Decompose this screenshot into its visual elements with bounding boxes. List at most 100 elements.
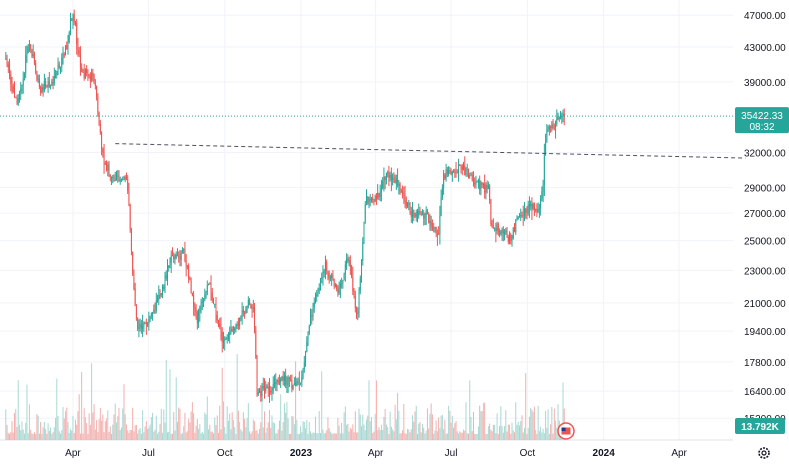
trend-line[interactable] — [115, 143, 746, 159]
volume-bar — [162, 432, 164, 440]
volume-bar — [491, 431, 493, 440]
candle-body — [532, 203, 534, 209]
candle-body — [138, 326, 140, 329]
volume-bar — [494, 424, 496, 440]
candle-body — [361, 260, 363, 279]
time-axis[interactable]: Apr Jul Oct 2023 Apr Jul Oct 2024 Apr — [65, 448, 687, 459]
candle-body — [7, 64, 9, 68]
candle-body — [240, 317, 242, 319]
candle-body — [200, 302, 202, 307]
volume-bar — [358, 408, 360, 440]
time-tick-label: Apr — [65, 448, 81, 459]
candle-body — [164, 278, 166, 286]
volume-bar — [283, 403, 285, 440]
candle-body — [295, 382, 297, 386]
candle-body — [518, 216, 520, 218]
volume-bar — [28, 404, 30, 440]
candle-body — [273, 382, 275, 385]
volume-bar — [185, 432, 187, 440]
candle-body — [169, 262, 171, 266]
candle-body — [275, 382, 277, 384]
candle-body — [282, 376, 284, 381]
volume-bar — [87, 433, 89, 440]
volume-bar — [103, 432, 105, 440]
volume-bar — [256, 430, 258, 440]
candle-body — [480, 182, 482, 191]
volume-bar — [124, 414, 126, 440]
volume-bar — [392, 429, 394, 440]
candle-body — [193, 295, 195, 307]
candle-body — [114, 179, 116, 181]
volume-bar — [278, 420, 280, 440]
volume-bar — [73, 433, 75, 440]
candle-body — [429, 221, 431, 224]
candle-body — [171, 255, 173, 257]
candle-body — [445, 169, 447, 179]
candle-body — [224, 339, 226, 341]
candle-body — [144, 322, 146, 324]
candle-body — [364, 204, 366, 223]
candle-body — [191, 292, 193, 296]
candle-body — [41, 87, 43, 93]
volume-bar — [331, 433, 333, 440]
volume-bar — [135, 424, 137, 440]
volume-bar — [41, 433, 43, 440]
candle-body — [175, 254, 177, 259]
volume-bar — [372, 432, 374, 440]
volume-bar — [448, 405, 450, 440]
volume-bar — [458, 433, 460, 440]
candle-body — [354, 295, 356, 309]
volume-bar — [38, 433, 40, 440]
volume-bar — [61, 430, 63, 440]
volume-bar — [380, 424, 382, 440]
gear-icon[interactable] — [758, 447, 770, 459]
candle-body — [560, 116, 562, 120]
candle-body — [81, 67, 83, 72]
volume-bar — [374, 414, 376, 440]
volume-bar — [423, 427, 425, 440]
candle-body — [246, 305, 248, 310]
candle-body — [454, 171, 456, 173]
volume-bar — [18, 424, 20, 440]
volume-bar — [21, 421, 23, 440]
volume-bar — [326, 430, 328, 440]
candle-body — [414, 216, 416, 218]
candle-body — [102, 148, 104, 153]
volume-bar — [537, 405, 539, 440]
candle-body — [266, 386, 268, 388]
candle-body — [158, 294, 160, 300]
volume-bar — [551, 406, 553, 440]
volume-bar — [474, 433, 476, 440]
volume-bar — [511, 422, 513, 440]
volume-bar — [241, 431, 243, 440]
volume-bar — [315, 416, 317, 440]
candle-body — [331, 274, 333, 279]
candle-body — [458, 164, 460, 173]
price-tick-label: 39000.00 — [744, 78, 786, 89]
candle-body — [87, 73, 89, 75]
candle-body — [132, 251, 134, 275]
candle-body — [38, 78, 40, 88]
candle-body — [317, 290, 319, 295]
volume-bar — [89, 424, 91, 440]
volume-bar — [55, 417, 57, 440]
volume-bar — [268, 410, 270, 440]
candle-body — [104, 163, 106, 165]
candles[interactable] — [5, 9, 565, 403]
volume-bar — [6, 424, 8, 440]
volume-bar — [523, 428, 525, 440]
volume-bar — [48, 430, 50, 440]
candle-body — [329, 278, 331, 280]
volume-bar — [541, 432, 543, 440]
candle-body — [397, 179, 399, 186]
candle-body — [334, 285, 336, 287]
volume-bar — [117, 416, 119, 440]
candle-body — [563, 113, 565, 117]
candle-body — [203, 299, 205, 302]
volume-bar — [313, 432, 315, 440]
volume-bar — [173, 411, 175, 440]
candle-body — [522, 215, 524, 217]
volume-bar — [97, 432, 99, 440]
candle-body — [281, 376, 283, 379]
